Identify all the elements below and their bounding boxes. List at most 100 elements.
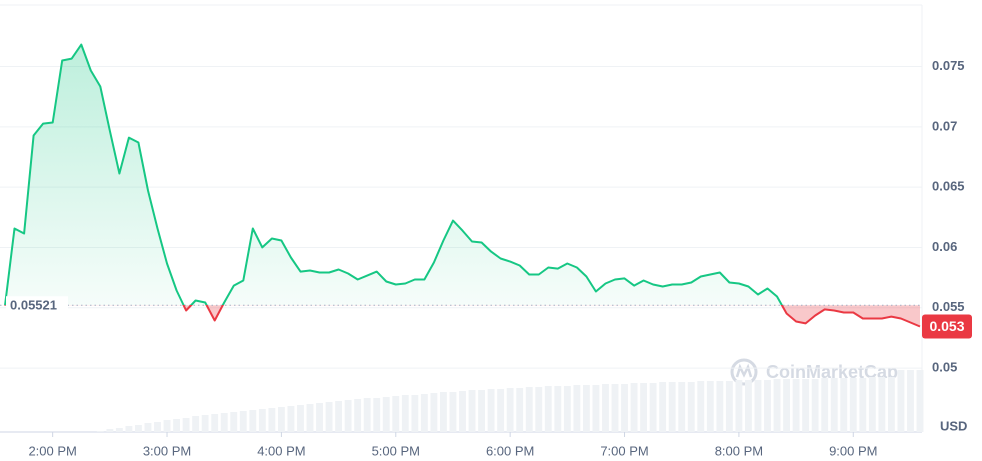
volume-bar <box>840 378 848 432</box>
volume-bar <box>420 394 428 432</box>
volume-bar <box>573 385 581 432</box>
volume-bar <box>201 415 209 432</box>
volume-bar <box>392 396 400 432</box>
volume-bar <box>163 420 171 432</box>
volume-bar <box>563 386 571 432</box>
x-tick-label: 2:00 PM <box>28 443 76 458</box>
volume-bar <box>487 389 495 432</box>
y-tick-label: 0.07 <box>932 118 957 133</box>
volume-bar <box>297 405 304 432</box>
volume-bar <box>697 381 705 432</box>
y-tick-label: 0.05 <box>932 360 957 375</box>
watermark-logo <box>730 358 758 386</box>
volume-bar <box>811 379 819 432</box>
volume-bar <box>802 379 810 432</box>
volume-bar <box>554 386 562 432</box>
volume-bar <box>535 387 543 432</box>
volume-bar <box>411 395 419 432</box>
volume-bar <box>182 418 190 432</box>
price-area <box>5 44 920 327</box>
watermark: CoinMarketCap <box>730 358 898 386</box>
y-tick-label: 0.055 <box>932 299 965 314</box>
volume-bar <box>640 383 648 432</box>
volume-bar <box>478 390 485 432</box>
volume-bar <box>706 381 714 432</box>
volume-bar <box>649 383 657 432</box>
x-tick-label: 7:00 PM <box>600 443 648 458</box>
volume-bar <box>630 383 638 432</box>
volume-bar <box>382 397 390 432</box>
volume-bar <box>821 378 829 432</box>
volume-bar <box>344 400 352 432</box>
x-tick-label: 3:00 PM <box>143 443 191 458</box>
volume-bar <box>916 370 924 432</box>
volume-bar <box>125 426 133 432</box>
volume-bar <box>249 410 257 432</box>
volume-bar <box>497 389 505 432</box>
volume-bar <box>754 380 762 432</box>
volume-bar <box>449 392 457 432</box>
x-tick-label: 6:00 PM <box>486 443 534 458</box>
volume-bar <box>868 377 876 432</box>
last-price-label: 0.053 <box>929 318 964 334</box>
volume-bar <box>544 386 552 432</box>
volume-bar <box>859 378 867 432</box>
volume-bar <box>745 380 752 432</box>
volume-bar <box>525 387 533 432</box>
volume-bar <box>735 380 743 432</box>
volume-bar <box>363 398 371 432</box>
volume-bar <box>687 382 695 432</box>
volume-bar <box>258 409 266 432</box>
volume-bar <box>135 425 142 432</box>
volume-bar <box>783 379 790 432</box>
volume-bar <box>849 378 857 432</box>
price-line <box>4 43 921 328</box>
volume-bar <box>154 422 161 432</box>
volume-bar <box>316 403 323 432</box>
volume-bar <box>716 381 724 432</box>
volume-bar <box>764 380 771 432</box>
reference-label: 0.05521 <box>10 298 57 313</box>
volume-bar <box>516 388 524 432</box>
volume-bar <box>440 392 447 432</box>
volume-bar <box>401 395 409 432</box>
volume-bar <box>830 378 838 432</box>
watermark-text: CoinMarketCap <box>766 362 898 382</box>
volume-bar <box>373 398 381 432</box>
currency-label: USD <box>940 418 967 433</box>
volume-bar <box>725 381 733 432</box>
volume-bar <box>211 414 219 432</box>
volume-bar <box>792 379 800 432</box>
x-tick-label: 5:00 PM <box>372 443 420 458</box>
y-tick-label: 0.075 <box>932 58 965 73</box>
volume-bar <box>592 385 600 432</box>
volume-bar <box>668 382 676 432</box>
volume-bar <box>115 428 123 432</box>
last-price-badge <box>922 314 972 339</box>
reference-label-bg <box>6 296 68 315</box>
volume-bar <box>621 384 628 432</box>
volume-bar <box>430 393 438 432</box>
volume-bar <box>459 391 466 432</box>
volume-bar <box>239 411 247 432</box>
volume-bar <box>582 385 590 432</box>
volume-bar <box>678 382 686 432</box>
x-tick-label: 8:00 PM <box>715 443 763 458</box>
volume-bar <box>773 379 781 432</box>
y-tick-label: 0.065 <box>932 179 965 194</box>
volume-bar <box>173 419 180 432</box>
volume-bar <box>611 384 619 432</box>
volume-bar <box>268 408 276 432</box>
watermark-logo-m <box>735 363 753 378</box>
volume-bar <box>144 423 152 432</box>
volume-bar <box>277 407 285 432</box>
volume-bar <box>230 412 238 432</box>
volume-bar <box>96 431 104 432</box>
volume-bar <box>354 399 362 432</box>
volume-bar <box>335 401 343 432</box>
volume-bar <box>659 382 667 432</box>
volume-bar <box>325 402 333 432</box>
volume-bar <box>897 370 905 432</box>
